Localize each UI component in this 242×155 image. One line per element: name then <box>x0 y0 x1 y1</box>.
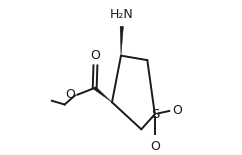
Text: S: S <box>151 108 159 121</box>
Polygon shape <box>94 87 112 102</box>
Text: O: O <box>65 88 75 101</box>
Text: O: O <box>91 49 100 62</box>
Text: O: O <box>150 140 160 153</box>
Text: O: O <box>172 104 182 117</box>
Text: H₂N: H₂N <box>110 8 134 21</box>
Polygon shape <box>120 26 123 56</box>
